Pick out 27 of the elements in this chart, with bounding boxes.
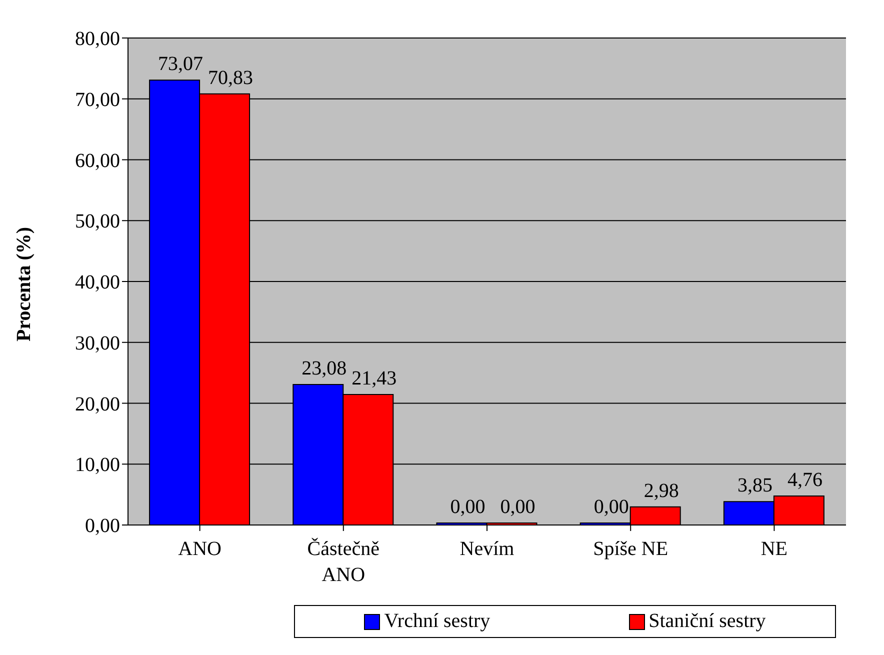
- y-tick-label: 60,00: [75, 150, 120, 172]
- data-label: 3,85: [737, 474, 772, 497]
- y-tick-label: 50,00: [75, 210, 120, 233]
- data-label: 4,76: [787, 469, 822, 492]
- x-tick-label: ANO: [178, 538, 222, 560]
- data-label: 0,00: [500, 496, 536, 518]
- legend-label: Staniční sestry: [648, 610, 766, 633]
- data-label: 23,08: [302, 358, 347, 380]
- y-tick-label: 70,00: [75, 88, 120, 111]
- y-tick-label: 20,00: [75, 393, 120, 416]
- x-tick-label: Nevím: [460, 538, 515, 560]
- y-tick-label: 40,00: [75, 272, 120, 294]
- y-tick-label: 80,00: [75, 28, 120, 50]
- y-tick-label: 30,00: [75, 332, 120, 354]
- legend-label: Vrchní sestry: [383, 610, 490, 633]
- data-label: 21,43: [352, 368, 397, 390]
- x-tick-label: Spíše NE: [593, 538, 668, 560]
- data-label: 0,00: [594, 496, 629, 518]
- data-label: 73,07: [158, 53, 204, 76]
- data-label: 2,98: [644, 480, 679, 502]
- x-tick-label: Částečně ANO: [307, 537, 380, 586]
- x-tick-label: NE: [760, 538, 788, 560]
- data-label: 0,00: [450, 496, 486, 518]
- y-tick-label: 0,00: [85, 515, 120, 538]
- data-label: 70,83: [208, 66, 254, 89]
- y-tick-label: 10,00: [75, 454, 120, 476]
- y-axis-title: Procenta (%): [13, 226, 36, 342]
